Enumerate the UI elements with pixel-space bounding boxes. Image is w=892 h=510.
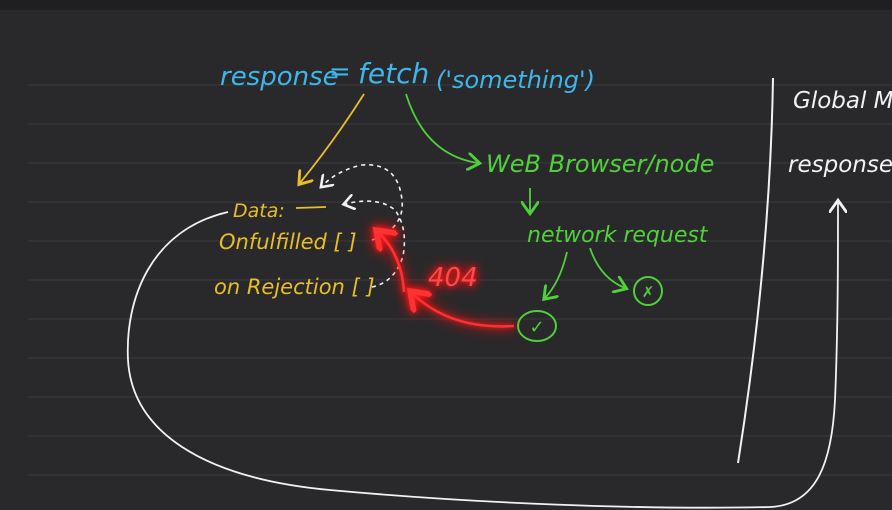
browser-node-label: WeB Browser/node: [486, 150, 714, 178]
response-word: response: [220, 62, 339, 92]
data-label: Data:: [233, 200, 285, 222]
equals-sign: =: [329, 57, 351, 87]
global-response-entry: response:: [788, 152, 892, 178]
fetch-word: fetch: [358, 57, 429, 90]
onfulfilled-callback-dashed-arrow: [322, 164, 403, 241]
fetch-to-data-arrow: [300, 93, 365, 183]
data-value-blank: [295, 206, 327, 209]
network-success-arrow: [545, 251, 568, 298]
network-failure-arrow: [589, 247, 625, 288]
data-to-global-memory-loop-arrow: [126, 202, 838, 509]
fetch-argument: ('something'): [436, 66, 595, 94]
network-request-label: network request: [527, 223, 709, 248]
onfulfilled-label: Onfulfilled [ ]: [219, 230, 357, 254]
global-memory-title: Global M: [793, 88, 892, 114]
failure-cross-icon: ✗: [642, 283, 655, 301]
fetch-to-browser-arrow: [405, 93, 478, 163]
success-circle: [517, 310, 557, 342]
error-404-path: 404: [378, 232, 515, 328]
success-check-icon: ✓: [529, 317, 544, 338]
failure-circle: [633, 276, 663, 306]
onrejection-label: on Rejection [ ]: [214, 275, 375, 299]
global-memory-divider: [737, 77, 774, 464]
top-bar: [0, 0, 892, 10]
error-404-label: 404: [428, 263, 478, 293]
